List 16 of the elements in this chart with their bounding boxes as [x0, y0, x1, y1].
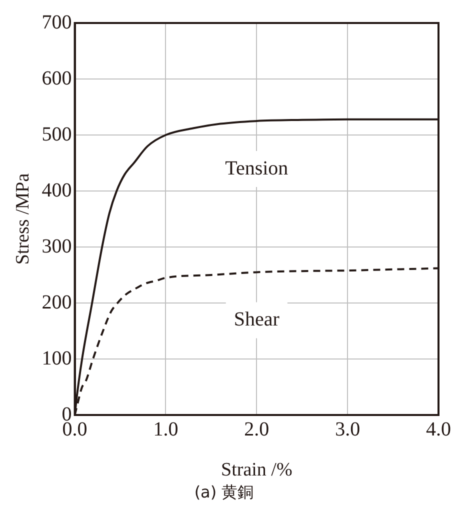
y-tick-label: 200 — [42, 291, 72, 314]
y-tick-label: 100 — [42, 347, 72, 370]
y-tick-label: 600 — [42, 67, 72, 90]
y-axis-title: Stress /MPa — [12, 172, 34, 265]
y-tick-label: 500 — [42, 123, 72, 146]
series-label: Tension — [225, 157, 288, 180]
x-tick-label: 2.0 — [244, 418, 270, 440]
series-label: Shear — [234, 308, 280, 330]
y-tick-label: 300 — [42, 235, 72, 258]
x-tick-label: 3.0 — [335, 418, 360, 440]
x-axis-title: Strain /% — [221, 459, 292, 480]
y-tick-label: 700 — [42, 11, 72, 34]
y-tick-label: 400 — [42, 179, 72, 202]
x-tick-label: 4.0 — [426, 418, 451, 440]
text: (a) 黄銅 — [194, 482, 254, 502]
x-tick-label: 1.0 — [153, 418, 178, 440]
